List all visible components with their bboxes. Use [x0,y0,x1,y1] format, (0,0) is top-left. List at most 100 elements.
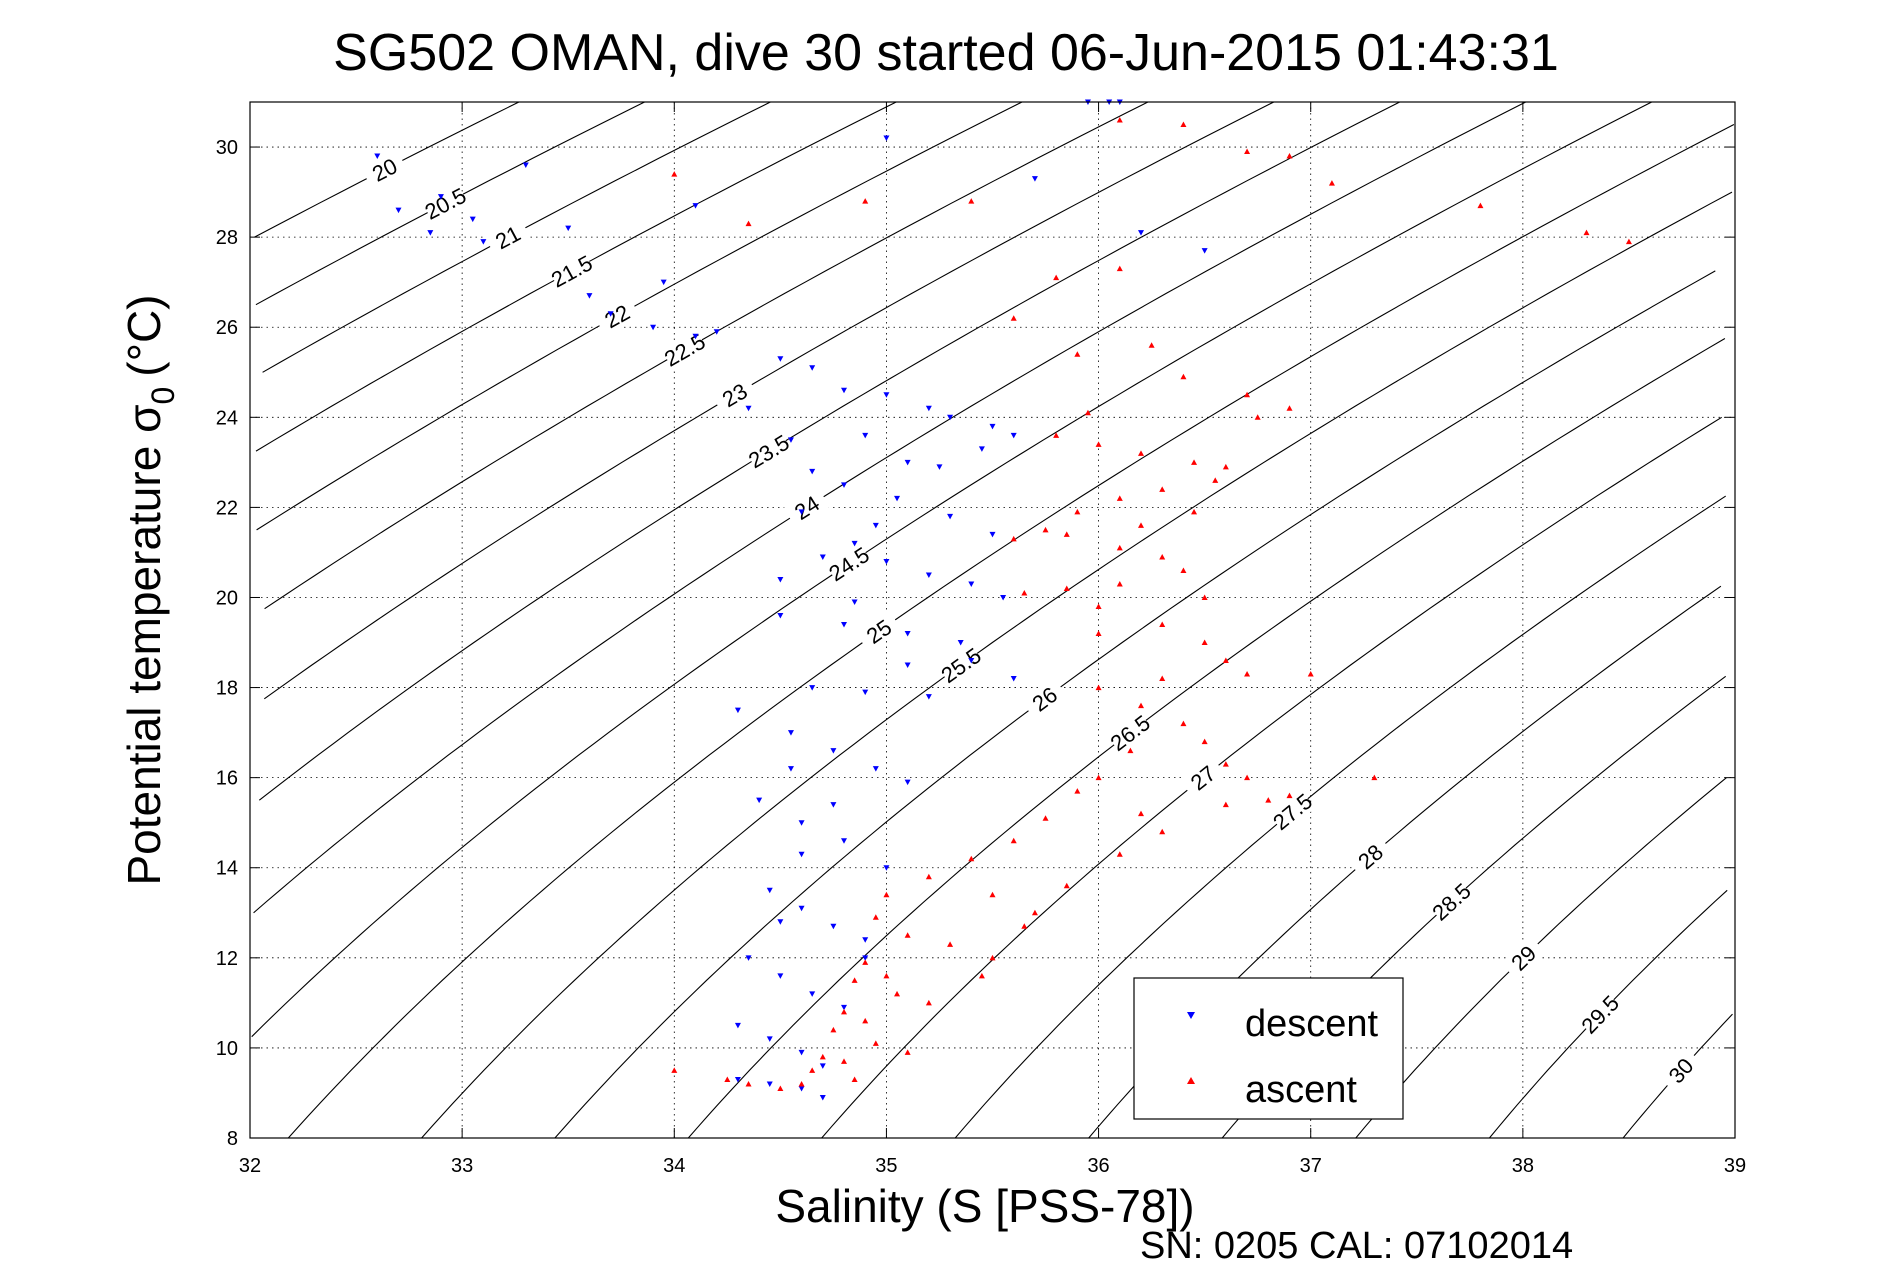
legend-ascent-label: ascent [1245,1069,1357,1111]
y-axis-label-unit: (°C) [118,294,170,376]
x-tick-label: 35 [875,1155,897,1177]
ascent-point [1191,459,1198,465]
contour-label: 27.5 [1268,789,1317,836]
ascent-point [1180,567,1187,573]
ascent-point [1180,373,1187,380]
ascent-point [925,873,932,880]
ascent-point [809,1067,816,1073]
descent-point [766,1036,773,1042]
ascent-point [1244,671,1251,677]
descent-point [469,216,476,223]
ascent-point [745,220,752,227]
descent-point [437,194,444,200]
descent-point [862,937,869,943]
ascent-point [1307,671,1314,677]
descent-point [660,279,667,286]
descent-point [830,923,837,930]
contour-label-bg [593,295,641,337]
contour-label-bg [1179,755,1227,800]
descent-point [947,414,954,421]
y-tick-label: 20 [216,587,238,609]
ascent-point [968,855,975,862]
y-tick-label: 26 [216,317,238,339]
plot-frame [249,101,1736,1139]
descent-point [819,1094,826,1101]
descent-point [1201,248,1208,254]
contour-label: 24.5 [824,542,874,586]
descent-point [734,1076,741,1083]
descent-point [1031,176,1038,182]
ascent-point [1286,153,1293,159]
descent-point [968,658,975,664]
descent-point [798,851,805,858]
ascent-point [1244,148,1251,155]
ascent-point [904,932,911,938]
descent-point [947,513,954,520]
ascent-point [862,959,869,965]
ascent-point [1095,630,1102,637]
descent-point [862,955,869,961]
ascent-point [1222,463,1229,470]
ascent-point [1265,797,1272,803]
descent-series [374,99,1208,1101]
y-tick-label: 30 [216,137,238,159]
descent-point [734,1022,741,1029]
descent-point [586,293,593,299]
ascent-point [1095,441,1102,447]
ascent-point [830,1026,837,1033]
y-axis-label-sub: 0 [145,387,181,405]
descent-point [713,329,720,335]
contour-label-bg [1269,789,1316,834]
descent-point [904,459,911,466]
ascent-point [1201,594,1208,600]
axis-ticks: 32 33 34 35 36 37 38 39 8 10 12 14 16 18 20 22 24 26 28 30 [216,102,1746,1177]
descent-point [692,333,699,340]
ascent-point [1212,477,1219,483]
ascent-point [925,999,932,1006]
ascent-point [1010,535,1017,542]
ascent-point [1074,351,1081,357]
ascent-point [1074,508,1081,515]
descent-point [565,225,572,232]
ascent-point [1201,639,1208,646]
contour-label-bg [1428,879,1475,924]
y-tick-label: 12 [216,948,238,970]
density-contour [421,191,1733,1139]
ascent-point [777,1085,784,1091]
y-tick-label: 28 [216,227,238,249]
descent-point [650,324,657,331]
chart-title: SG502 OMAN, dive 30 started 06-Jun-2015 … [333,24,1559,82]
descent-point [978,446,985,452]
y-tick-label: 10 [216,1038,238,1060]
ascent-point [1042,526,1049,533]
ascent-point [1222,761,1229,767]
ascent-point [1371,774,1378,781]
ascent-point [671,171,678,177]
ascent-point [883,891,890,898]
density-contours: 2020.52121.52222.52323.52424.52525.52626… [251,101,1735,1139]
contour-label-bg [711,374,758,416]
ascent-point [1254,414,1261,420]
descent-point [957,640,964,646]
ascent-point [1138,702,1144,709]
ascent-point [1286,792,1293,799]
ascent-point [1222,657,1229,664]
ascent-point [978,972,985,979]
descent-point [777,919,784,925]
ascent-point [851,1076,858,1082]
ascent-point [1180,720,1187,727]
ascent-point [1159,486,1166,492]
contour-label-bg [1347,834,1394,879]
descent-point [745,405,752,412]
ascent-point [1063,531,1070,537]
descent-point [989,531,996,538]
ascent-point [1010,315,1017,321]
density-contour [263,101,1275,700]
grid [250,102,1735,1138]
ascent-point [1138,810,1144,817]
ascent-point [872,1040,879,1046]
ascent-point [1244,391,1251,398]
ascent-point [1159,553,1166,560]
descent-point [777,973,784,979]
